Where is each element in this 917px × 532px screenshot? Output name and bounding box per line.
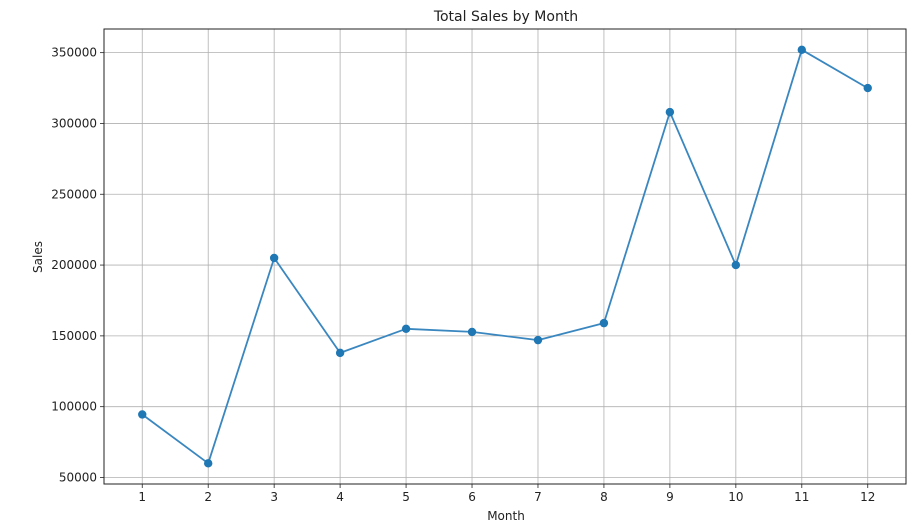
x-tick-label: 5 <box>402 490 410 504</box>
y-axis-label: Sales <box>31 241 45 273</box>
y-tick-label: 350000 <box>51 46 97 60</box>
data-point <box>863 83 872 93</box>
x-axis-ticks: 1 2 3 4 5 6 7 8 9 10 11 12 <box>138 484 875 504</box>
y-tick-label: 50000 <box>59 470 97 484</box>
y-tick-label: 300000 <box>51 116 97 130</box>
sales-series-line <box>141 48 869 465</box>
x-tick-label: 2 <box>204 490 212 504</box>
data-point <box>797 45 806 55</box>
series-line-layer <box>141 48 869 465</box>
x-tick-label: 4 <box>336 490 344 504</box>
data-markers <box>138 45 872 468</box>
data-point <box>665 107 675 117</box>
x-tick-label: 12 <box>860 490 875 504</box>
data-point <box>335 348 345 358</box>
data-point <box>204 459 213 468</box>
y-tick-label: 200000 <box>51 258 97 272</box>
x-tick-label: 6 <box>468 490 476 504</box>
y-axis-ticks: 50000 100000 150000 200000 250000 300000 35000… <box>51 46 104 484</box>
x-tick-label: 1 <box>138 490 146 504</box>
x-tick-label: 3 <box>270 490 278 504</box>
data-point <box>138 410 147 419</box>
data-point <box>731 260 741 270</box>
x-tick-label: 11 <box>794 490 809 504</box>
data-point <box>269 253 279 263</box>
data-point <box>599 318 609 328</box>
y-tick-label: 150000 <box>51 329 97 343</box>
y-tick-label: 100000 <box>51 400 97 414</box>
x-tick-label: 7 <box>534 490 542 504</box>
data-point <box>467 327 477 337</box>
data-point <box>401 324 411 333</box>
x-tick-label: 8 <box>600 490 608 504</box>
plot-frame <box>103 28 907 485</box>
x-tick-label: 9 <box>666 490 674 504</box>
x-axis-label: Month <box>487 509 525 523</box>
data-point <box>533 335 543 345</box>
chart-title: Total Sales by Month <box>433 9 578 25</box>
y-tick-label: 250000 <box>51 187 97 201</box>
grid-lines <box>104 29 906 484</box>
x-tick-label: 10 <box>728 490 743 504</box>
